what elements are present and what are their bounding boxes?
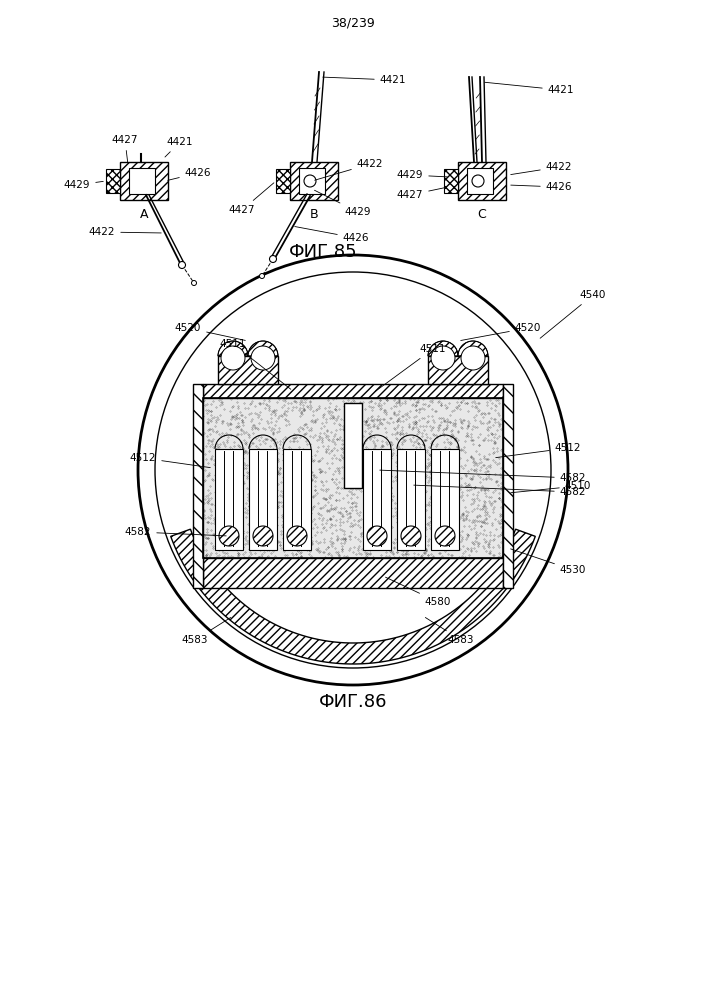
Text: 4582: 4582 [414,485,586,497]
Text: 4427: 4427 [229,183,274,215]
Text: 4427: 4427 [397,188,445,200]
Wedge shape [458,341,488,356]
Text: 4511: 4511 [220,339,291,389]
Bar [203,398,503,558]
Text: 4426: 4426 [510,182,572,192]
Bar [129,168,155,194]
Text: 4426: 4426 [295,227,369,243]
Text: 4429: 4429 [315,190,371,217]
Text: 4421: 4421 [165,137,193,157]
Text: 4580: 4580 [385,577,451,607]
Text: 4512: 4512 [496,443,581,458]
Text: 4429: 4429 [64,180,103,190]
Text: B: B [310,208,318,221]
Circle shape [269,255,276,262]
Bar [428,356,488,384]
Text: 4511: 4511 [375,344,446,391]
Text: 4421: 4421 [323,75,407,85]
Text: 4422: 4422 [510,162,572,175]
Circle shape [367,526,387,546]
Circle shape [461,346,485,370]
Bar [363,449,391,550]
Bar [203,398,503,558]
Bar [203,558,503,588]
Wedge shape [218,341,248,356]
Bar [193,384,203,588]
Text: 4510: 4510 [510,481,591,493]
Text: 4512: 4512 [130,453,210,468]
Circle shape [287,526,307,546]
Text: 4422: 4422 [89,227,161,237]
Text: 4427: 4427 [112,135,139,162]
Text: ФИГ.86: ФИГ.86 [319,693,387,711]
Text: 4520: 4520 [175,323,245,340]
Circle shape [178,261,185,268]
Wedge shape [428,341,458,356]
Circle shape [192,280,197,286]
Text: C: C [478,208,486,221]
Circle shape [431,346,455,370]
Text: A: A [140,208,148,221]
Bar [458,162,506,200]
Bar [467,168,493,194]
Text: ФИГ.85: ФИГ.85 [288,243,357,261]
Circle shape [251,346,275,370]
Text: 4426: 4426 [168,168,211,180]
Polygon shape [170,529,535,664]
Text: 4530: 4530 [510,549,586,575]
Bar [249,449,277,550]
Bar [397,449,425,550]
Text: 4583: 4583 [182,617,230,645]
Text: 4540: 4540 [540,290,606,338]
Circle shape [401,526,421,546]
Bar [283,449,311,550]
Bar [299,168,325,194]
Circle shape [472,175,484,187]
Text: 4421: 4421 [485,82,574,95]
Text: 4582: 4582 [380,470,586,483]
Bar [106,169,120,193]
Text: 4429: 4429 [397,170,448,180]
Bar [218,356,278,384]
Bar [276,169,290,193]
Circle shape [253,526,273,546]
Bar [431,449,459,550]
Wedge shape [248,341,278,356]
Text: 4582: 4582 [124,527,226,537]
Text: 4520: 4520 [461,323,541,340]
Text: 38/239: 38/239 [331,16,375,29]
Circle shape [304,175,316,187]
Circle shape [221,346,245,370]
Text: 4583: 4583 [426,617,474,645]
Bar [444,169,458,193]
Bar [290,162,338,200]
Circle shape [219,526,239,546]
Bar [503,384,513,588]
Text: 4422: 4422 [315,159,383,180]
Bar [120,162,168,200]
Bar [203,384,503,398]
Circle shape [435,526,455,546]
Bar [344,403,362,488]
Circle shape [259,273,264,278]
Bar [215,449,243,550]
